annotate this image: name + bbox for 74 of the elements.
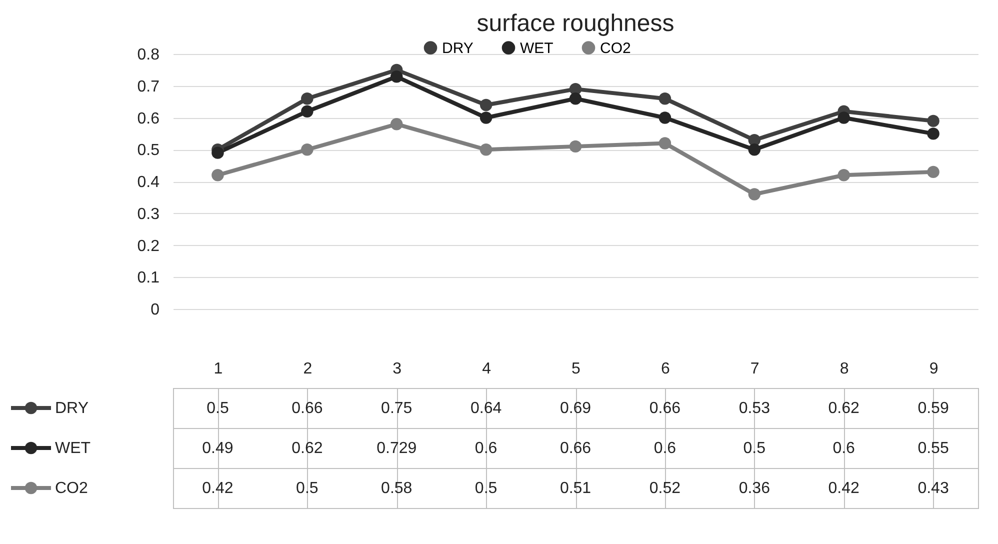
point [390,118,403,130]
x-tick-label: 9 [929,360,938,378]
point [838,112,850,124]
legend-label: WET [520,40,554,57]
point [480,98,492,112]
x-tick-label: 4 [482,360,492,378]
point [658,92,672,105]
y-tick-label: 0.3 [137,206,160,223]
y-tick-label: 0.2 [137,238,160,255]
data-label: 0.5 [474,480,498,497]
data-label: 0.6 [474,440,498,457]
data-label: 0.53 [738,400,770,417]
x-tick-label: 1 [214,360,223,378]
legend-label: CO2 [600,40,631,57]
point [212,169,224,182]
point [480,144,492,156]
data-label: 0.62 [828,400,860,417]
point [390,70,403,83]
y-tick-label: 0.6 [137,110,160,128]
x-tick-label: 3 [392,360,402,378]
point [748,188,761,200]
data-label: 0.6 [654,440,676,457]
point [927,128,940,140]
text: CO2 [55,480,88,497]
chart-title: surface roughness [476,10,674,37]
x-tick-label: 7 [750,360,760,378]
data-label: 0.729 [376,440,417,457]
point [748,144,761,156]
y-tick-label: 0.4 [137,174,160,191]
y-tick-label: 0.1 [137,270,160,287]
x-tick-label: 5 [572,360,581,378]
data-label: 0.42 [202,480,234,497]
text: WET [55,440,91,457]
data-label: 0.62 [292,440,323,457]
data-label: 0.69 [560,400,592,417]
y-tick-label: 0.5 [137,142,160,160]
point [569,140,582,153]
data-label: 0.5 [206,400,229,417]
point [658,137,672,150]
point [480,112,492,124]
data-label: 0.55 [918,440,949,457]
x-tick-label: 6 [660,360,670,378]
point [927,114,940,128]
data-label: 0.64 [470,400,502,417]
data-label: 0.6 [832,440,856,457]
data-label: 0.75 [381,400,412,417]
y-tick-label: 0.8 [137,46,160,64]
data-label: 0.51 [560,480,592,497]
legend-label: DRY [442,40,474,57]
point [927,166,940,178]
data-label: 0.42 [828,480,860,497]
data-label: 0.49 [202,440,234,457]
data-label: 0.52 [649,480,681,497]
data-label: 0.36 [738,480,770,497]
x-tick-label: 2 [303,360,312,378]
y-tick-label: 0 [150,302,160,318]
point [212,146,224,159]
data-label: 0.66 [560,440,592,457]
point [838,169,850,182]
text: DRY [55,400,88,417]
point [569,92,582,105]
x-tick-label: 8 [840,360,849,378]
point [658,112,672,124]
data-label: 0.5 [743,440,766,457]
point [301,92,314,105]
data-label: 0.66 [649,400,681,417]
data-label: 0.59 [918,400,949,417]
point [301,105,314,118]
data-label: 0.66 [292,400,323,417]
data-label: 0.43 [918,480,949,497]
data-label: 0.58 [381,480,412,497]
data-label: 0.5 [296,480,318,497]
y-tick-label: 0.7 [137,78,160,96]
point [301,144,314,156]
